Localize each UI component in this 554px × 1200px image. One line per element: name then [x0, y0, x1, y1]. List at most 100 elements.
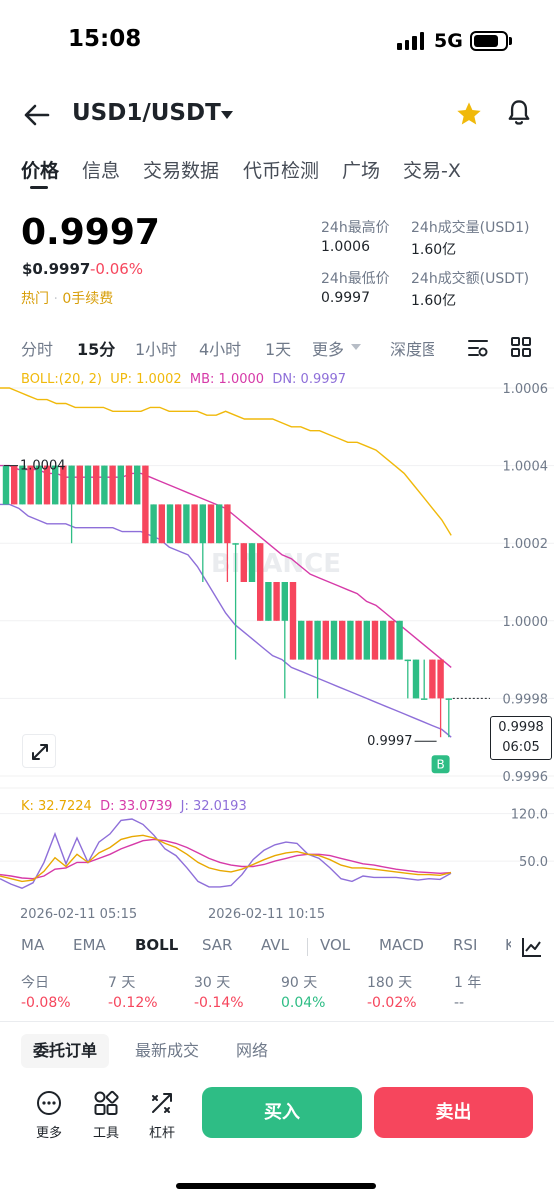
perf-value-today: -0.08% — [21, 995, 71, 1011]
buy-button[interactable]: 买入 — [202, 1087, 362, 1138]
boll-up-line — [0, 387, 452, 536]
tab-token-check[interactable]: 代币检测 — [243, 160, 320, 182]
leverage-button[interactable]: 杠杆 — [140, 1090, 184, 1141]
layout-grid-icon[interactable] — [510, 336, 532, 358]
candle-body — [27, 465, 34, 505]
chevron-down-icon[interactable] — [221, 111, 233, 119]
high-marker-label: 1.0004 — [20, 459, 66, 474]
pair-selector[interactable]: USD1/USDT — [72, 100, 221, 126]
timeframe-line[interactable]: 分时 — [21, 340, 54, 359]
candle-body — [232, 543, 239, 545]
candle-body — [35, 465, 42, 505]
current-price-value: 0.9998 — [498, 720, 544, 735]
y-axis-tick-label: 0.9998 — [503, 692, 549, 707]
timeframe-4h[interactable]: 4小时 — [199, 340, 242, 359]
tab-square[interactable]: 广场 — [342, 160, 381, 182]
kdj-y-tick-label: 120.0 — [511, 808, 548, 823]
low-label: 24h最低价 — [321, 271, 390, 287]
indicator-divider — [307, 938, 308, 956]
main-tabs: 价格 信息 交易数据 代币检测 广场 交易-X — [0, 156, 554, 192]
candle-body — [314, 620, 321, 660]
perf-label-90d: 90 天 — [281, 975, 318, 991]
buy-badge-label: B — [436, 758, 444, 772]
tab-open-orders[interactable]: 委托订单 — [21, 1034, 110, 1068]
candle-body — [396, 620, 403, 660]
more-caret-icon — [351, 344, 361, 350]
y-axis-tick-label: 1.0006 — [503, 382, 549, 397]
tab-info[interactable]: 信息 — [82, 160, 121, 182]
amount-label: 24h成交额(USDT) — [411, 271, 530, 287]
indicator-ema[interactable]: EMA — [73, 936, 106, 954]
home-indicator — [176, 1183, 376, 1189]
grid-tools-icon — [94, 1090, 119, 1115]
candle-body — [175, 504, 182, 544]
tab-trade-x[interactable]: 交易-X — [403, 160, 461, 182]
candle-body — [11, 465, 18, 505]
candle-body — [224, 504, 231, 544]
leverage-label: 杠杆 — [148, 1126, 175, 1141]
candle-body — [183, 504, 190, 544]
candle-body — [298, 620, 305, 660]
more-label: 更多 — [35, 1126, 62, 1141]
candle-body — [257, 543, 264, 621]
sell-button[interactable]: 卖出 — [374, 1087, 533, 1138]
kdj-d-line — [0, 838, 452, 880]
star-icon[interactable] — [455, 100, 483, 128]
candle-body — [150, 504, 157, 544]
timeframe-1h[interactable]: 1小时 — [135, 340, 178, 359]
indicator-kdj[interactable]: KDJ — [505, 936, 511, 954]
indicator-macd[interactable]: MACD — [379, 936, 424, 954]
boll-dn-line — [0, 503, 452, 738]
candle-body — [125, 465, 133, 505]
leverage-icon — [152, 1093, 172, 1113]
boll-params: BOLL:(20, 2) — [21, 372, 103, 387]
tag-zero-fee[interactable]: 0手续费 — [62, 291, 114, 307]
indicator-avl[interactable]: AVL — [261, 936, 289, 954]
kdj-legend: K: 32.7224 D: 33.0739 J: 32.0193 — [21, 799, 247, 814]
timeframe-more[interactable]: 更多 — [312, 340, 345, 359]
candle-body — [68, 465, 75, 505]
expand-chart-button[interactable] — [22, 734, 56, 768]
boll-legend: BOLL:(20, 2) UP: 1.0002 MB: 1.0000 DN: 0… — [21, 372, 346, 387]
perf-value-180d: -0.02% — [367, 995, 417, 1011]
tag-hot[interactable]: 热门 — [21, 291, 49, 307]
indicator-settings-icon[interactable] — [466, 336, 490, 360]
perf-value-1y: -- — [454, 995, 465, 1011]
y-axis-tick-label: 1.0000 — [503, 615, 549, 630]
indicator-rsi[interactable]: RSI — [453, 936, 478, 954]
indicator-boll[interactable]: BOLL — [135, 936, 179, 954]
back-arrow-icon[interactable] — [20, 100, 52, 130]
kdj-y-tick-label: 50.0 — [519, 855, 548, 870]
timeframe-1d[interactable]: 1天 — [265, 340, 292, 359]
battery-tip — [509, 37, 512, 45]
candle-body — [404, 659, 411, 662]
candle-body — [191, 504, 198, 544]
bell-icon[interactable] — [505, 98, 533, 128]
header: USD1/USDT — [0, 92, 554, 138]
timeframe-depth[interactable]: 深度图 — [390, 340, 434, 359]
low-value: 0.9997 — [321, 290, 370, 306]
more-button[interactable]: 更多 — [27, 1090, 71, 1141]
tab-trading-data[interactable]: 交易数据 — [143, 160, 220, 182]
tab-recent-trades[interactable]: 最新成交 — [135, 1041, 200, 1060]
y-axis-tick-label: 1.0004 — [503, 460, 549, 475]
timeframe-15m[interactable]: 15分 — [77, 340, 116, 359]
indicator-chart-icon[interactable] — [520, 935, 544, 959]
boll-dn-value: DN: 0.9997 — [272, 372, 347, 387]
candle-body — [371, 620, 379, 660]
expand-icon — [32, 744, 48, 760]
tools-button[interactable]: 工具 — [84, 1090, 128, 1141]
candle-body — [412, 659, 420, 699]
price-chart[interactable]: BINANCE 1.00061.00041.00021.00000.99980.… — [0, 380, 554, 910]
candle-body — [421, 698, 428, 700]
tags: 热门 · 0手续费 — [21, 288, 113, 308]
status-time: 15:08 — [68, 26, 142, 52]
candle-body — [134, 465, 141, 505]
indicator-ma[interactable]: MA — [21, 936, 45, 954]
candle-body — [52, 465, 59, 505]
tab-price[interactable]: 价格 — [21, 160, 60, 182]
indicator-sar[interactable]: SAR — [202, 936, 233, 954]
perf-label-1y: 1 年 — [454, 975, 482, 991]
tab-network[interactable]: 网络 — [236, 1041, 269, 1060]
indicator-vol[interactable]: VOL — [320, 936, 351, 954]
